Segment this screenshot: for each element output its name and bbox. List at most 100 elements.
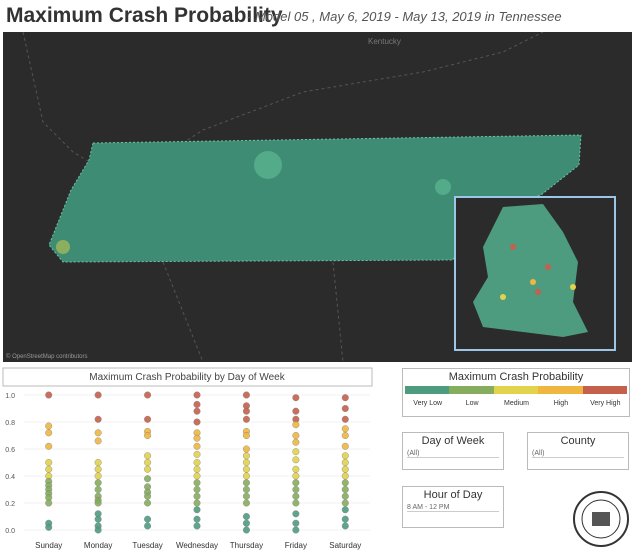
dot bbox=[94, 458, 102, 466]
dot bbox=[144, 415, 152, 423]
dot bbox=[341, 499, 349, 507]
dot bbox=[144, 458, 152, 466]
dot bbox=[144, 522, 152, 530]
map[interactable]: Kentucky © OpenStreetMap contributors bbox=[3, 32, 632, 362]
x-tick-label: Thursday bbox=[230, 541, 263, 550]
legend-swatch bbox=[405, 386, 450, 394]
dot bbox=[341, 425, 349, 433]
filter-label: Day of Week bbox=[421, 435, 485, 447]
dot bbox=[193, 506, 201, 514]
dot bbox=[45, 523, 53, 531]
dot bbox=[45, 465, 53, 473]
dot bbox=[341, 485, 349, 493]
dot bbox=[341, 415, 349, 423]
dot bbox=[193, 434, 201, 442]
dot bbox=[292, 499, 300, 507]
dot bbox=[193, 522, 201, 530]
dot bbox=[193, 465, 201, 473]
dot bbox=[193, 442, 201, 450]
filter-value[interactable]: (All) bbox=[407, 450, 499, 458]
dot bbox=[242, 519, 250, 527]
dot bbox=[341, 522, 349, 530]
dot bbox=[292, 479, 300, 487]
dot bbox=[242, 391, 250, 399]
y-tick-label: 0.2 bbox=[5, 501, 15, 508]
dot bbox=[144, 492, 152, 500]
dot bbox=[94, 526, 102, 534]
dot bbox=[144, 431, 152, 439]
dot bbox=[144, 465, 152, 473]
dot bbox=[94, 465, 102, 473]
attribution: © OpenStreetMap contributors bbox=[6, 353, 87, 360]
dot bbox=[341, 506, 349, 514]
x-tick-label: Saturday bbox=[329, 541, 361, 550]
legend-swatch bbox=[493, 386, 539, 394]
dot bbox=[292, 394, 300, 402]
legend-label: Very High bbox=[590, 400, 621, 407]
dot bbox=[242, 452, 250, 460]
dot bbox=[292, 421, 300, 429]
state-seal bbox=[573, 491, 629, 547]
subtitle: - Model 05 , May 6, 2019 - May 13, 2019 … bbox=[247, 9, 562, 24]
x-tick-label: Wednesday bbox=[176, 541, 218, 550]
dot bbox=[292, 431, 300, 439]
dot bbox=[292, 472, 300, 480]
dot bbox=[292, 510, 300, 518]
dot bbox=[94, 479, 102, 487]
dot bbox=[45, 391, 53, 399]
filter[interactable]: Hour of Day 8 AM - 12 PM bbox=[402, 486, 504, 528]
dot bbox=[292, 519, 300, 527]
filter[interactable]: County (All) bbox=[527, 432, 629, 470]
legend-label: Medium bbox=[504, 400, 529, 407]
dot bbox=[292, 456, 300, 464]
dot bbox=[45, 422, 53, 430]
filter[interactable]: Day of Week (All) bbox=[402, 432, 504, 470]
dot bbox=[341, 472, 349, 480]
dot bbox=[94, 515, 102, 523]
legend-swatch bbox=[582, 386, 627, 394]
filter-value[interactable]: (All) bbox=[532, 450, 624, 458]
dot bbox=[193, 499, 201, 507]
dot bbox=[144, 515, 152, 523]
dot bbox=[292, 438, 300, 446]
dot bbox=[144, 391, 152, 399]
x-tick-label: Sunday bbox=[35, 541, 62, 550]
dot bbox=[242, 445, 250, 453]
dot bbox=[193, 391, 201, 399]
color-legend: Maximum Crash Probability Very Low Low Med… bbox=[402, 368, 630, 417]
dot bbox=[341, 465, 349, 473]
dot bbox=[193, 515, 201, 523]
dot bbox=[193, 479, 201, 487]
dot bbox=[292, 526, 300, 534]
dot bbox=[341, 458, 349, 466]
dot bbox=[242, 431, 250, 439]
dot bbox=[292, 407, 300, 415]
filter-label: Hour of Day bbox=[423, 489, 483, 501]
dot bbox=[94, 415, 102, 423]
dot bbox=[94, 437, 102, 445]
filter-value[interactable]: 8 AM - 12 PM bbox=[407, 504, 499, 512]
y-tick-label: 0.0 bbox=[5, 528, 15, 535]
chart-title: Maximum Crash Probability by Day of Week bbox=[89, 372, 285, 383]
dot bbox=[341, 394, 349, 402]
x-tick-label: Tuesday bbox=[132, 541, 162, 550]
dot bbox=[94, 485, 102, 493]
legend-label: Very Low bbox=[413, 400, 443, 407]
legend-label: Low bbox=[465, 400, 479, 407]
dot bbox=[242, 472, 250, 480]
x-tick-label: Friday bbox=[285, 541, 307, 550]
dot bbox=[242, 458, 250, 466]
dot bbox=[242, 465, 250, 473]
dot bbox=[94, 429, 102, 437]
x-tick-label: Monday bbox=[84, 541, 112, 550]
legend-label: High bbox=[553, 400, 569, 407]
dot bbox=[193, 450, 201, 458]
y-tick-label: 1.0 bbox=[5, 393, 15, 400]
dot bbox=[193, 400, 201, 408]
dot bbox=[144, 475, 152, 483]
dot bbox=[242, 526, 250, 534]
dot bbox=[193, 407, 201, 415]
dot bbox=[292, 448, 300, 456]
y-tick-label: 0.6 bbox=[5, 447, 15, 454]
dot bbox=[341, 452, 349, 460]
